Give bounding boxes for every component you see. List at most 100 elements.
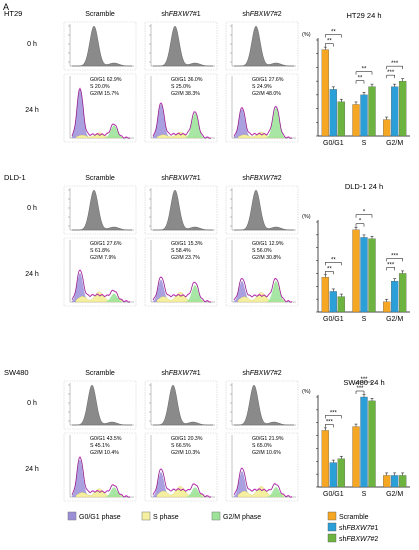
y-axis-label: (%)	[302, 32, 311, 38]
x-tick-label: G2/M	[386, 491, 403, 498]
g2m-phase-area	[266, 281, 288, 302]
g0g1-phase-area	[72, 89, 96, 138]
stat-g0g1: G0/G1 27.6%	[90, 241, 122, 247]
histogram-outline	[152, 103, 212, 139]
histogram-outline	[233, 468, 293, 498]
fit-envelope-line	[233, 277, 293, 303]
bar	[391, 475, 399, 488]
column-header: shFBXW7#1	[161, 175, 200, 182]
histogram-outline	[233, 106, 293, 139]
bar	[383, 475, 391, 488]
stat-s: S 25.0%	[171, 84, 191, 90]
g2m-phase-area	[185, 112, 207, 138]
significance-label: **	[358, 76, 363, 82]
significance-bracket	[325, 424, 334, 428]
significance-bracket	[386, 74, 395, 79]
y-axis-label: (%)	[302, 214, 311, 220]
phase-legend-swatch	[211, 511, 221, 521]
stat-g0g1: G0/G1 15.3%	[171, 241, 203, 247]
fit-envelope-line	[152, 276, 212, 303]
significance-label: **	[331, 30, 336, 36]
fit-envelope-line	[71, 269, 131, 303]
chart-title: SW480 24 h	[343, 378, 384, 387]
bar	[383, 119, 391, 137]
histogram-outline	[152, 469, 212, 498]
phase-legend-label: G2/M phase	[223, 514, 261, 521]
g2m-phase-area	[266, 107, 288, 138]
fit-envelope-line	[152, 102, 212, 139]
stat-g0g1: G0/G1 12.9%	[252, 241, 284, 247]
significance-label: ***	[360, 377, 368, 383]
row-label-0h: 0 h	[27, 41, 37, 48]
g2m-phase-area	[104, 487, 126, 497]
g0g1-phase-area	[234, 470, 258, 497]
significance-bracket	[355, 390, 365, 394]
stat-s: S 65.0%	[252, 443, 272, 449]
bar	[352, 229, 360, 313]
g0g1-phase-area	[153, 471, 177, 497]
significance-bracket	[386, 258, 403, 262]
significance-label: **	[331, 257, 336, 263]
significance-label: **	[362, 67, 367, 73]
x-tick-label: G0/G1	[323, 140, 344, 147]
significance-label: ***	[387, 70, 395, 76]
bar	[391, 280, 399, 313]
bar	[329, 462, 337, 488]
significance-label: **	[327, 39, 332, 45]
column-header: shFBXW7#2	[242, 370, 281, 377]
x-tick-label: G2/M	[386, 316, 403, 323]
column-header: shFBXW7#1	[161, 370, 200, 377]
histogram-outline	[152, 277, 212, 303]
row-label-0h: 0 h	[27, 400, 37, 407]
column-header: Scramble	[85, 370, 115, 377]
bar	[391, 86, 399, 137]
x-tick-label: G2/M	[386, 140, 403, 147]
significance-label: ***	[387, 262, 395, 268]
g0g1-phase-area	[72, 272, 96, 302]
x-tick-label: G0/G1	[323, 491, 344, 498]
significance-bracket	[325, 34, 342, 38]
section-sw480: SW480 Scramble shFBXW7#1 shFBXW7#2 0 h 24 h G0…	[4, 368, 299, 502]
bar	[352, 104, 360, 137]
bar	[337, 296, 345, 313]
bar	[383, 301, 391, 313]
bar-legend-swatch	[327, 511, 337, 521]
stat-g0g1: G0/G1 62.9%	[90, 77, 122, 83]
g2m-phase-area	[104, 125, 126, 138]
chart-title: DLD-1 24 h	[345, 182, 383, 191]
stat-g2m: G2/M 10.6%	[252, 450, 281, 456]
stat-g2m: G2/M 48.0%	[252, 91, 281, 97]
stat-s: S 66.5%	[171, 443, 191, 449]
x-tick-label: G0/G1	[323, 316, 344, 323]
bar	[399, 273, 407, 313]
bar-legend-label: shFBXW7#1	[339, 525, 378, 532]
bar	[329, 89, 337, 137]
significance-bracket	[325, 415, 342, 419]
histogram-0h-peak	[71, 25, 133, 67]
significance-label: ***	[391, 253, 399, 259]
bar	[352, 426, 360, 488]
bar	[337, 458, 345, 488]
phase-legend-label: G0/G1 phase	[79, 514, 121, 521]
histogram-outline	[71, 270, 131, 303]
section-dld-1: DLD-1 Scramble shFBXW7#1 shFBXW7#2 0 h 24 h G0…	[4, 173, 299, 307]
stat-s: S 20.0%	[90, 84, 110, 90]
column-header: shFBXW7#1	[161, 11, 200, 18]
row-label-24h: 24 h	[25, 107, 39, 114]
bar-legend-label: shFBXW7#2	[339, 536, 378, 543]
significance-bracket	[355, 381, 373, 385]
stat-s: S 61.8%	[90, 248, 110, 254]
histogram-0h-peak	[153, 189, 214, 231]
row-label-0h: 0 h	[27, 205, 37, 212]
bar	[329, 291, 337, 313]
significance-bracket	[386, 267, 395, 271]
significance-bracket	[355, 80, 365, 84]
bar	[321, 430, 329, 488]
row-label-24h: 24 h	[25, 271, 39, 278]
bar	[360, 94, 368, 137]
stat-g2m: G2/M 30.8%	[252, 255, 281, 261]
histogram-outline	[233, 278, 293, 303]
g2m-phase-area	[104, 293, 126, 302]
bar	[368, 86, 376, 137]
